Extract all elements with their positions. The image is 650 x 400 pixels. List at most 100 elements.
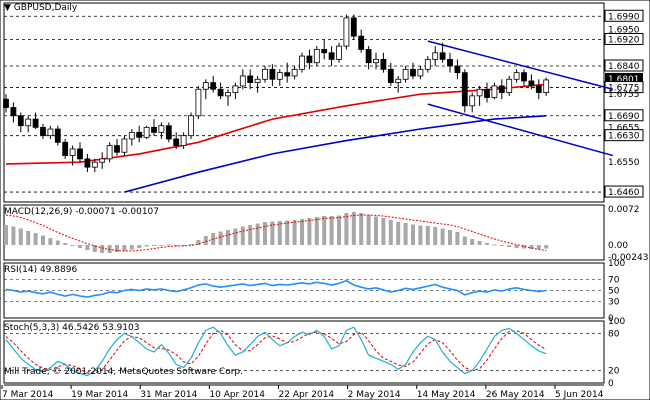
macd-bar — [218, 231, 223, 245]
candle-body — [202, 82, 209, 90]
macd-bar — [455, 232, 460, 245]
candle-body — [306, 55, 313, 64]
macd-bar — [26, 231, 31, 245]
candle-body — [528, 80, 535, 87]
macd-bar — [381, 218, 386, 245]
pane-frame-0 — [3, 2, 605, 203]
macd-bar — [4, 225, 8, 245]
candle-body — [143, 126, 150, 138]
macd-bar — [292, 220, 297, 245]
macd-bar — [78, 245, 82, 248]
macd-bar — [536, 245, 541, 249]
candle-body — [461, 72, 468, 107]
macd-bar — [137, 245, 142, 248]
candle-body — [291, 68, 298, 77]
candle-body — [469, 95, 476, 107]
macd-bar — [203, 236, 208, 245]
macd-bar — [344, 213, 349, 245]
candle-body — [99, 158, 106, 163]
candle-body — [373, 58, 379, 64]
trend-line — [427, 40, 613, 90]
dropdown-triangle-icon[interactable]: ▼ — [4, 3, 11, 13]
macd-bar — [63, 243, 68, 245]
macd-bar — [41, 235, 45, 245]
macd-bar — [529, 245, 534, 249]
candle-body — [180, 135, 187, 147]
macd-title: MACD(12,26,9) -0.00071 -0.00107 — [4, 207, 160, 217]
macd-bar — [322, 216, 327, 245]
macd-bar — [477, 241, 482, 245]
candle-body — [521, 72, 527, 82]
stoch-tick-label: 20 — [608, 367, 620, 377]
price-tick-label: 1.6630 — [608, 132, 640, 142]
stoch-tick-label: 0 — [608, 379, 614, 389]
price-tick-label: 1.6550 — [608, 158, 640, 168]
trend-line — [427, 103, 614, 157]
macd-bar — [470, 239, 475, 245]
time-axis-label: 10 Apr 2014 — [209, 390, 265, 400]
macd-bar — [181, 245, 186, 246]
price-tick-label: 1.6690 — [608, 112, 640, 122]
macd-bar — [300, 219, 304, 245]
macd-bar — [307, 218, 312, 245]
candle-body — [173, 138, 180, 147]
candle-body — [513, 72, 520, 80]
macd-bar — [33, 233, 38, 245]
candle-body — [210, 82, 217, 90]
macd-bar — [499, 245, 504, 246]
level-label-box — [604, 9, 644, 22]
macd-bar — [255, 223, 260, 245]
candle-body — [284, 72, 291, 77]
candle-body — [40, 126, 46, 137]
moving-average-slow — [124, 115, 547, 193]
candle-body — [3, 98, 9, 108]
time-axis-label: 2 May 2014 — [348, 390, 401, 400]
macd-bar — [159, 245, 164, 246]
macd-bar — [522, 245, 526, 249]
candle-body — [128, 131, 135, 140]
time-axis-label: 5 Jun 2014 — [555, 390, 604, 400]
time-axis-label: 7 Mar 2014 — [2, 390, 54, 400]
macd-bar — [92, 245, 97, 252]
candle-body — [217, 88, 224, 97]
macd-bar — [48, 238, 53, 245]
candle-body — [91, 161, 98, 168]
price-tick-label: 1.6840 — [608, 62, 640, 72]
candle-body — [402, 68, 409, 80]
price-tick-label: 1.6990 — [608, 12, 640, 22]
candle-body — [158, 125, 165, 133]
macd-bar — [270, 221, 275, 245]
macd-bar — [70, 245, 75, 246]
candle-body — [350, 17, 357, 37]
candle-body — [365, 49, 372, 64]
macd-tick-label: -0.00243 — [608, 253, 648, 263]
time-axis-label: 22 Apr 2014 — [279, 390, 335, 400]
macd-bar — [248, 225, 253, 245]
candle-body — [358, 35, 365, 50]
candle-body — [491, 85, 498, 98]
macd-bar — [374, 216, 378, 245]
candle-body — [151, 126, 157, 133]
macd-bar — [277, 221, 282, 245]
rsi-tick-label: 50 — [608, 287, 620, 297]
price-tick-label: 1.6920 — [608, 35, 640, 45]
macd-bar — [337, 215, 341, 245]
candle-body — [380, 58, 387, 70]
level-label-box — [604, 32, 644, 45]
macd-bar — [514, 245, 519, 248]
stoch-signal-line — [5, 329, 547, 374]
time-axis-label: 26 May 2014 — [486, 390, 545, 400]
candle-body — [395, 78, 402, 83]
candle-body — [262, 68, 268, 80]
macd-bar — [351, 212, 356, 245]
macd-bar — [418, 225, 423, 245]
candle-body — [114, 145, 120, 153]
macd-signal-line — [5, 214, 547, 252]
macd-bar — [492, 244, 497, 246]
candle-body — [506, 78, 513, 93]
candle-body — [106, 145, 113, 160]
candle-body — [247, 75, 254, 84]
macd-bar — [166, 244, 171, 246]
